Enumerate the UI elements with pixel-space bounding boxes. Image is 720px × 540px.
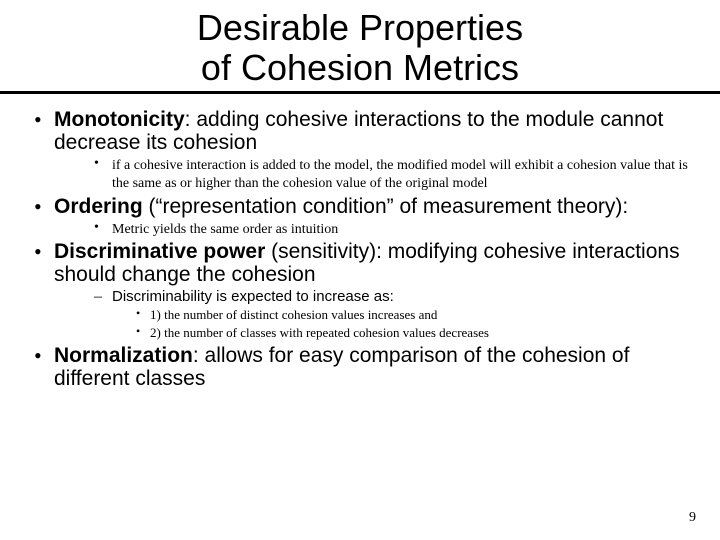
sub-sub-text: 1) the number of distinct cohesion value… <box>150 307 437 322</box>
bullet-text: Normalization: allows for easy compariso… <box>54 344 629 390</box>
title-line-2: of Cohesion Metrics <box>0 48 720 88</box>
bullet-normalization: Normalization: allows for easy compariso… <box>30 344 690 390</box>
sub-sub-item: 1) the number of distinct cohesion value… <box>136 306 690 324</box>
bullet-ordering: Ordering (“representation condition” of … <box>30 195 690 238</box>
bullet-term: Ordering <box>54 195 143 218</box>
bullet-rest: (“representation condition” of measureme… <box>143 195 629 218</box>
bullet-term: Normalization <box>54 344 193 367</box>
bullet-monotonicity: Monotonicity: adding cohesive interactio… <box>30 108 690 192</box>
bullet-term: Monotonicity <box>54 108 185 131</box>
sub-text: Discriminability is expected to increase… <box>112 288 394 305</box>
sub-item: Discriminability is expected to increase… <box>94 288 690 342</box>
sub-sub-list: 1) the number of distinct cohesion value… <box>136 306 690 342</box>
sub-item: if a cohesive interaction is added to th… <box>94 156 690 192</box>
bullet-text: Discriminative power (sensitivity): modi… <box>54 240 680 286</box>
sub-sub-item: 2) the number of classes with repeated c… <box>136 324 690 342</box>
sub-sub-text: 2) the number of classes with repeated c… <box>150 325 489 340</box>
sub-list: Discriminability is expected to increase… <box>94 288 690 342</box>
bullet-list: Monotonicity: adding cohesive interactio… <box>30 108 690 390</box>
bullet-discriminative: Discriminative power (sensitivity): modi… <box>30 240 690 342</box>
sub-text: Metric yields the same order as intuitio… <box>112 222 338 237</box>
page-number: 9 <box>689 510 696 526</box>
bullet-text: Ordering (“representation condition” of … <box>54 195 628 218</box>
sub-item: Metric yields the same order as intuitio… <box>94 220 690 238</box>
slide-title: Desirable Properties of Cohesion Metrics <box>0 0 720 87</box>
sub-list: if a cohesive interaction is added to th… <box>94 156 690 192</box>
title-line-1: Desirable Properties <box>0 8 720 48</box>
bullet-term: Discriminative power <box>54 240 265 263</box>
slide-body: Monotonicity: adding cohesive interactio… <box>0 94 720 390</box>
sub-list: Metric yields the same order as intuitio… <box>94 220 690 238</box>
sub-text: if a cohesive interaction is added to th… <box>112 158 688 191</box>
bullet-text: Monotonicity: adding cohesive interactio… <box>54 108 663 154</box>
